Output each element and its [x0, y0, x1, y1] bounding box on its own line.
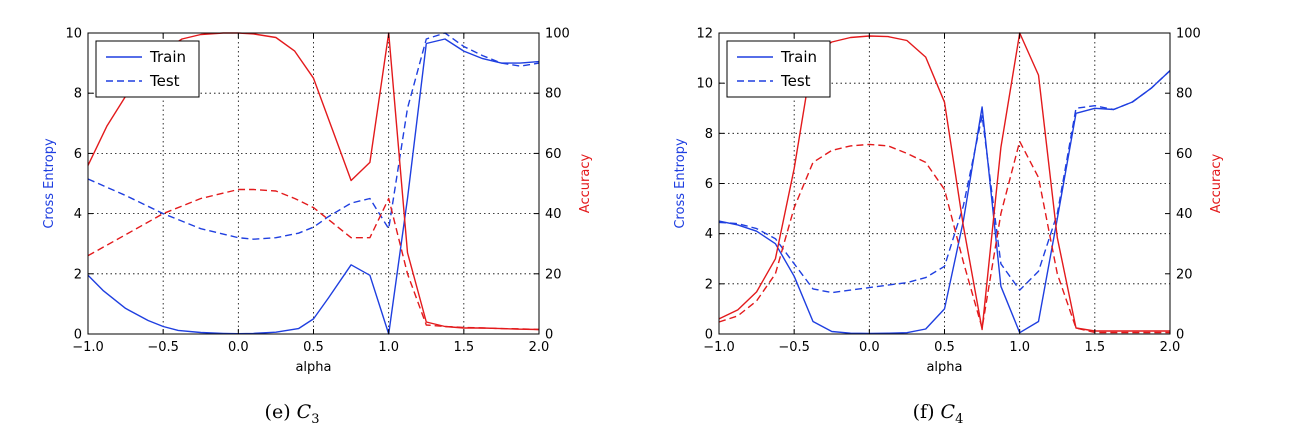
- series-line-loss-dashed: [718, 70, 1171, 294]
- legend-box: [726, 40, 831, 98]
- chart-panel-c4: −1.0 −0.5 0.0 0.5 1.0 1.5 2.0 0 2 4 6 8 10 12 0 20 40 60 8…: [652, 0, 1304, 446]
- x-tick-label: −1.0: [72, 340, 104, 355]
- chart-c3: −1.0 −0.5 0.0 0.5 1.0 1.5 2.002468100204060801…: [42, 27, 593, 428]
- y-left-tick-label: 2: [705, 277, 713, 292]
- y-left-tick-label: 12: [696, 27, 713, 42]
- y-right-tick-label: 80: [1176, 87, 1193, 102]
- x-tick-label: 0.5: [934, 340, 955, 355]
- x-tick-label: 0.5: [303, 340, 324, 355]
- y-right-tick-label: 0: [545, 328, 553, 343]
- y-right-tick-label: 60: [1176, 147, 1193, 162]
- y-right-tick-label: 20: [545, 267, 562, 282]
- y-right-tick-label: 80: [545, 87, 562, 102]
- chart-panel-c3: −1.0 −0.5 0.0 0.5 1.0 1.5 2.0 0 2 4 6 8 10 0 20 40 60 80 1…: [42, 27, 593, 428]
- y-right-axis-label: Accuracy: [578, 154, 593, 214]
- y-left-tick-label: 6: [705, 177, 713, 192]
- chart-c4: −1.0 −0.5 0.0 0.5 1.0 1.5 2.002468101202040608…: [673, 27, 1224, 428]
- y-left-tick-label: 0: [705, 328, 713, 343]
- y-left-tick-label: 6: [74, 147, 82, 162]
- y-left-tick-label: 4: [705, 227, 713, 242]
- legend-label: Train: [780, 48, 817, 66]
- y-right-tick-label: 40: [545, 207, 562, 222]
- x-tick-label: 0.0: [228, 340, 249, 355]
- x-tick-label: −0.5: [778, 340, 810, 355]
- legend-label: Test: [780, 72, 811, 90]
- y-right-tick-label: 40: [1176, 207, 1193, 222]
- y-left-axis-label: Cross Entropy: [42, 138, 57, 229]
- figure-caption: (f) C4: [913, 401, 964, 427]
- y-right-tick-label: 100: [1176, 27, 1201, 42]
- y-left-tick-label: 8: [705, 127, 713, 142]
- y-left-tick-label: 8: [74, 87, 82, 102]
- legend-label: Test: [149, 72, 180, 90]
- legend-box: [95, 40, 200, 98]
- x-tick-label: 1.0: [1009, 340, 1030, 355]
- series-group: [718, 32, 1171, 335]
- series-line-loss-solid: [718, 70, 1171, 335]
- series-line-accuracy-dashed: [87, 188, 540, 331]
- y-left-axis-label: Cross Entropy: [673, 138, 688, 229]
- series-line-loss-dashed: [87, 32, 540, 240]
- y-right-tick-label: 20: [1176, 267, 1193, 282]
- figure-caption: (e) C3: [265, 401, 320, 427]
- x-tick-label: 2.0: [529, 340, 550, 355]
- x-tick-label: 1.5: [453, 340, 474, 355]
- legend: Train Test: [95, 40, 200, 98]
- y-left-tick-label: 10: [696, 77, 713, 92]
- y-left-tick-label: 10: [65, 27, 82, 42]
- x-axis-label: alpha: [295, 360, 331, 375]
- legend-label: Train: [149, 48, 186, 66]
- legend: Train Test: [726, 40, 831, 98]
- y-left-tick-label: 4: [74, 207, 82, 222]
- x-tick-label: −0.5: [147, 340, 179, 355]
- y-left-tick-label: 2: [74, 267, 82, 282]
- x-axis-label: alpha: [926, 360, 962, 375]
- y-right-tick-label: 0: [1176, 328, 1184, 343]
- y-right-tick-label: 60: [545, 147, 562, 162]
- x-tick-label: 1.5: [1084, 340, 1105, 355]
- x-tick-label: 1.0: [378, 340, 399, 355]
- x-tick-label: 2.0: [1160, 340, 1181, 355]
- y-right-axis-label: Accuracy: [1209, 154, 1224, 214]
- y-right-tick-label: 100: [545, 27, 570, 42]
- series-line-loss-solid: [87, 38, 540, 335]
- x-tick-label: −1.0: [703, 340, 735, 355]
- y-left-tick-label: 0: [74, 328, 82, 343]
- x-tick-label: 0.0: [859, 340, 880, 355]
